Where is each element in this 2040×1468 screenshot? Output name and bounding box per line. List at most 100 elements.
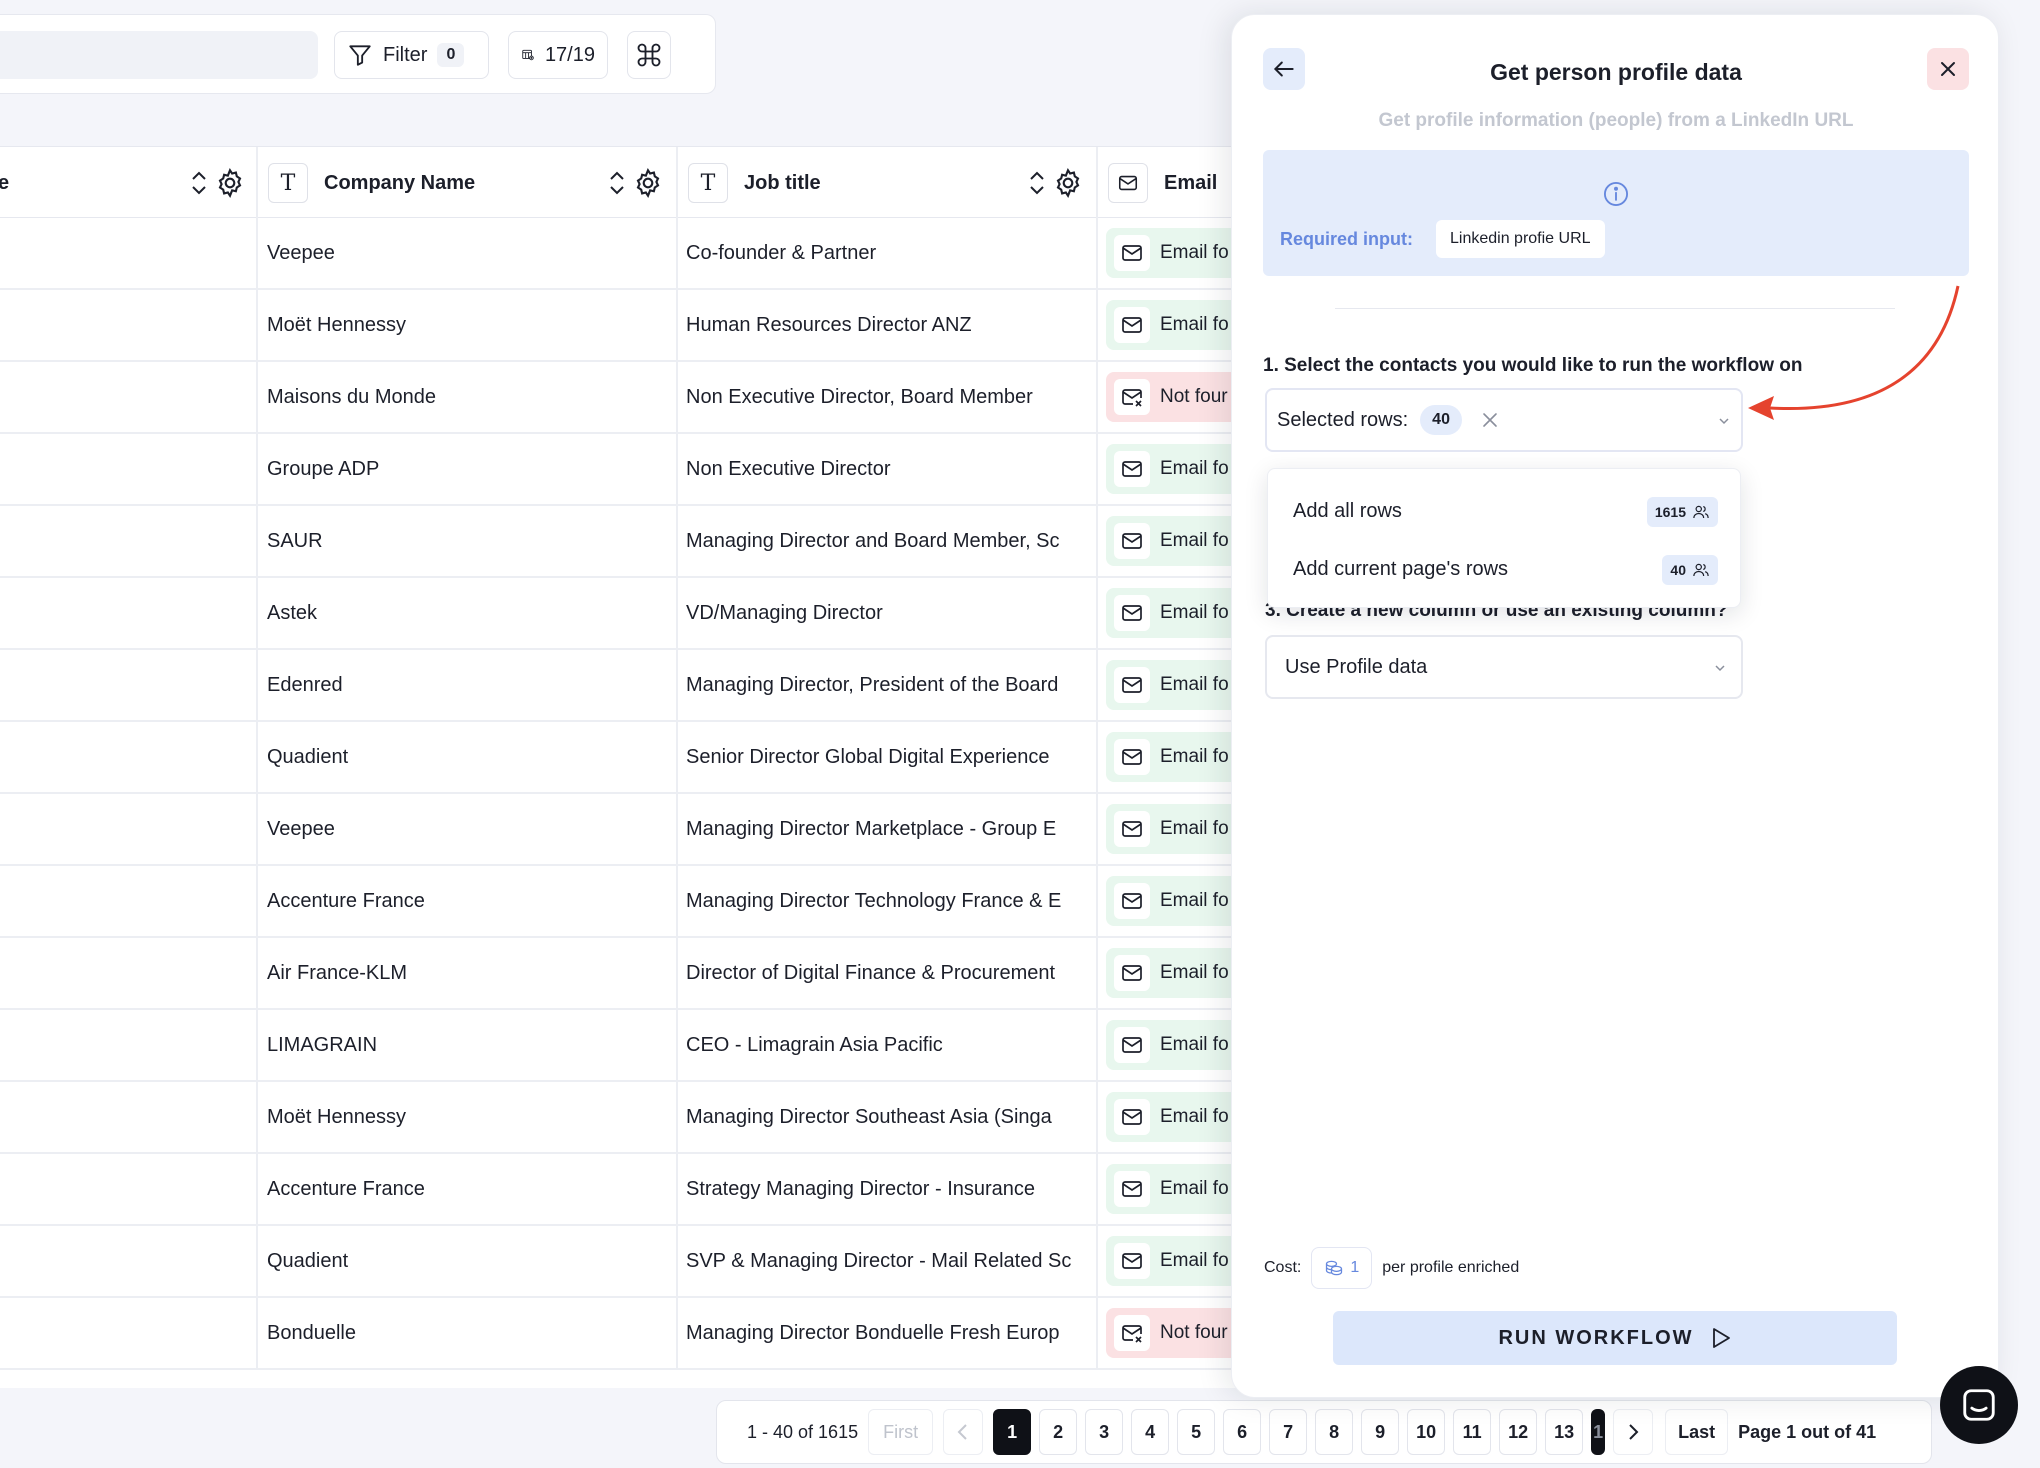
email-cell[interactable]: Not four: [1098, 1298, 1240, 1368]
name-cell[interactable]: [0, 1298, 258, 1368]
table-row[interactable]: Quadient Senior Director Global Digital E…: [0, 722, 1240, 794]
name-cell[interactable]: [0, 1154, 258, 1224]
email-cell[interactable]: Email fo: [1098, 1010, 1240, 1080]
company-cell[interactable]: Groupe ADP: [258, 434, 678, 504]
page-number-button[interactable]: 5: [1177, 1409, 1216, 1455]
job-title-cell[interactable]: Senior Director Global Digital Experienc…: [678, 722, 1098, 792]
job-title-cell[interactable]: VD/Managing Director: [678, 578, 1098, 648]
page-number-button[interactable]: 8: [1315, 1409, 1354, 1455]
job-title-cell[interactable]: Co-founder & Partner: [678, 218, 1098, 288]
email-cell[interactable]: Email fo: [1098, 578, 1240, 648]
page-number-button[interactable]: 1: [993, 1409, 1032, 1455]
job-title-cell[interactable]: CEO - Limagrain Asia Pacific: [678, 1010, 1098, 1080]
page-number-button[interactable]: 3: [1085, 1409, 1124, 1455]
name-cell[interactable]: [0, 866, 258, 936]
email-cell[interactable]: Email fo: [1098, 218, 1240, 288]
company-cell[interactable]: SAUR: [258, 506, 678, 576]
table-row[interactable]: Groupe ADP Non Executive Director Email fo: [0, 434, 1240, 506]
table-row[interactable]: Astek VD/Managing Director Email fo: [0, 578, 1240, 650]
table-row[interactable]: Edenred Managing Director, President of t…: [0, 650, 1240, 722]
search-input[interactable]: [0, 31, 318, 79]
job-title-cell[interactable]: Managing Director and Board Member, Sc: [678, 506, 1098, 576]
page-number-button[interactable]: 6: [1223, 1409, 1262, 1455]
email-cell[interactable]: Email fo: [1098, 794, 1240, 864]
name-cell[interactable]: [0, 1010, 258, 1080]
name-cell[interactable]: [0, 218, 258, 288]
name-cell[interactable]: [0, 1226, 258, 1296]
job-title-cell[interactable]: Non Executive Director, Board Member: [678, 362, 1098, 432]
selected-rows-select[interactable]: Selected rows: 40: [1265, 388, 1743, 452]
company-cell[interactable]: Accenture France: [258, 1154, 678, 1224]
sort-icon[interactable]: [608, 169, 626, 197]
prev-page-button[interactable]: [943, 1409, 984, 1455]
email-cell[interactable]: Email fo: [1098, 1154, 1240, 1224]
page-number-button[interactable]: 13: [1545, 1409, 1584, 1455]
table-row[interactable]: Accenture France Strategy Managing Direct…: [0, 1154, 1240, 1226]
email-cell[interactable]: Email fo: [1098, 722, 1240, 792]
table-row[interactable]: Bonduelle Managing Director Bonduelle Fre…: [0, 1298, 1240, 1370]
company-cell[interactable]: Veepee: [258, 794, 678, 864]
last-page-button[interactable]: Last: [1665, 1409, 1729, 1455]
name-cell[interactable]: [0, 578, 258, 648]
company-cell[interactable]: Maisons du Monde: [258, 362, 678, 432]
close-button[interactable]: [1927, 48, 1969, 90]
table-row[interactable]: Moët Hennessy Human Resources Director AN…: [0, 290, 1240, 362]
columns-button[interactable]: 17/19: [508, 31, 608, 79]
table-row[interactable]: Accenture France Managing Director Techno…: [0, 866, 1240, 938]
add-current-page-rows-option[interactable]: Add current page's rows 40: [1268, 541, 1742, 597]
name-cell[interactable]: [0, 506, 258, 576]
email-cell[interactable]: Email fo: [1098, 650, 1240, 720]
table-row[interactable]: LIMAGRAIN CEO - Limagrain Asia Pacific Ema…: [0, 1010, 1240, 1082]
gear-icon[interactable]: [632, 167, 664, 199]
run-workflow-button[interactable]: RUN WORKFLOW: [1333, 1311, 1897, 1365]
job-title-cell[interactable]: Non Executive Director: [678, 434, 1098, 504]
table-row[interactable]: Moët Hennessy Managing Director Southeast…: [0, 1082, 1240, 1154]
clear-selection-button[interactable]: [1480, 410, 1500, 430]
name-cell[interactable]: [0, 722, 258, 792]
company-cell[interactable]: Veepee: [258, 218, 678, 288]
page-number-button[interactable]: 10: [1407, 1409, 1446, 1455]
job-title-cell[interactable]: Managing Director Marketplace - Group E: [678, 794, 1098, 864]
name-cell[interactable]: [0, 1082, 258, 1152]
name-cell[interactable]: [0, 362, 258, 432]
next-page-button[interactable]: [1613, 1409, 1654, 1455]
job-title-cell[interactable]: Strategy Managing Director - Insurance: [678, 1154, 1098, 1224]
email-cell[interactable]: Email fo: [1098, 1082, 1240, 1152]
page-number-button[interactable]: 12: [1499, 1409, 1538, 1455]
company-cell[interactable]: Edenred: [258, 650, 678, 720]
gear-icon[interactable]: [1052, 167, 1084, 199]
column-header-email[interactable]: Email: [1098, 147, 1240, 219]
email-cell[interactable]: Email fo: [1098, 506, 1240, 576]
page-number-button[interactable]: 11: [1453, 1409, 1492, 1455]
email-cell[interactable]: Not four: [1098, 362, 1240, 432]
column-header-name[interactable]: e: [0, 147, 258, 219]
email-cell[interactable]: Email fo: [1098, 866, 1240, 936]
company-cell[interactable]: LIMAGRAIN: [258, 1010, 678, 1080]
email-cell[interactable]: Email fo: [1098, 938, 1240, 1008]
sort-icon[interactable]: [1028, 169, 1046, 197]
company-cell[interactable]: Moët Hennessy: [258, 1082, 678, 1152]
table-row[interactable]: Maisons du Monde Non Executive Director, …: [0, 362, 1240, 434]
filter-button[interactable]: Filter 0: [334, 31, 489, 79]
company-cell[interactable]: Moët Hennessy: [258, 290, 678, 360]
name-cell[interactable]: [0, 434, 258, 504]
back-button[interactable]: [1263, 48, 1305, 90]
email-cell[interactable]: Email fo: [1098, 290, 1240, 360]
company-cell[interactable]: Astek: [258, 578, 678, 648]
name-cell[interactable]: [0, 290, 258, 360]
table-row[interactable]: Veepee Co-founder & Partner Email fo: [0, 218, 1240, 290]
job-title-cell[interactable]: Managing Director Bonduelle Fresh Europ: [678, 1298, 1098, 1368]
column-choice-select[interactable]: Use Profile data: [1265, 635, 1743, 699]
job-title-cell[interactable]: SVP & Managing Director - Mail Related S…: [678, 1226, 1098, 1296]
job-title-cell[interactable]: Director of Digital Finance & Procuremen…: [678, 938, 1098, 1008]
table-row[interactable]: Veepee Managing Director Marketplace - Gr…: [0, 794, 1240, 866]
company-cell[interactable]: Air France-KLM: [258, 938, 678, 1008]
add-all-rows-option[interactable]: Add all rows 1615: [1268, 483, 1742, 539]
column-header-job-title[interactable]: T Job title: [678, 147, 1098, 219]
company-cell[interactable]: Accenture France: [258, 866, 678, 936]
job-title-cell[interactable]: Managing Director Technology France & E: [678, 866, 1098, 936]
page-number-button[interactable]: 2: [1039, 1409, 1078, 1455]
gear-icon[interactable]: [214, 167, 246, 199]
job-title-cell[interactable]: Managing Director, President of the Boar…: [678, 650, 1098, 720]
page-number-button[interactable]: 4: [1131, 1409, 1170, 1455]
